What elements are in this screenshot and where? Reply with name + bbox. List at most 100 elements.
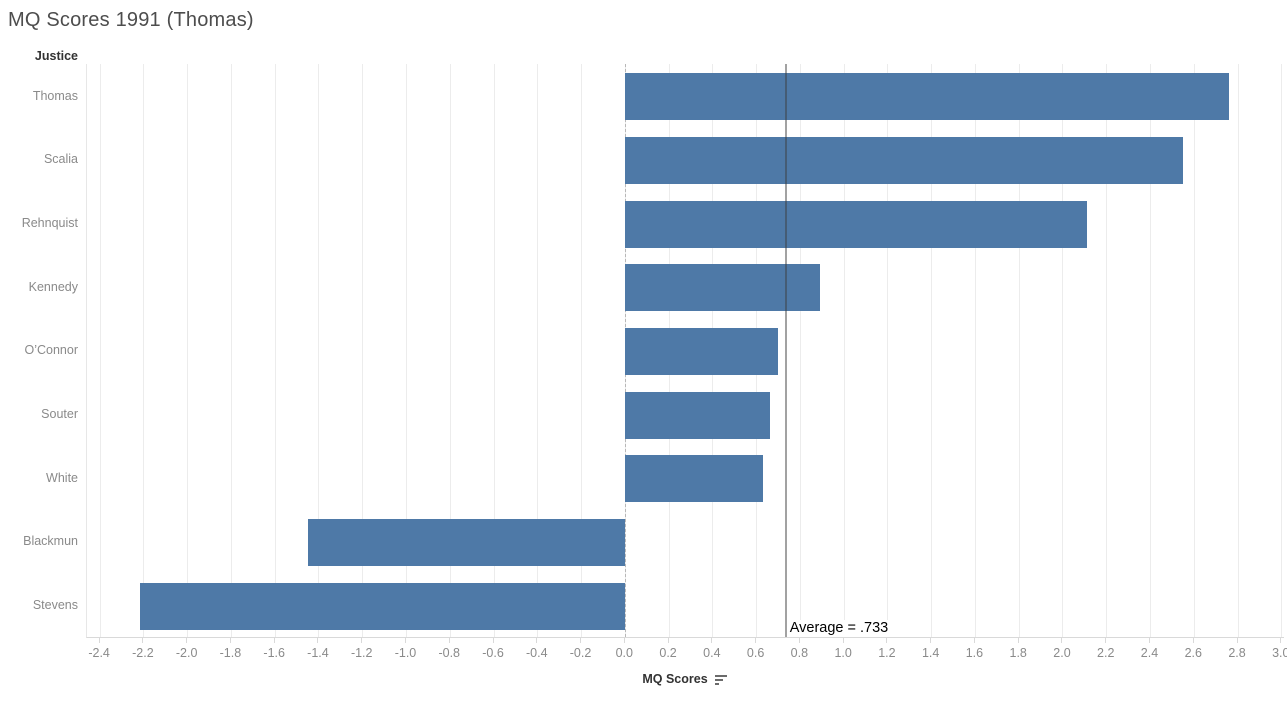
row-label-kennedy[interactable]: Kennedy — [28, 279, 78, 294]
x-tick-label: 1.6 — [965, 646, 984, 660]
x-axis-tick — [361, 638, 363, 643]
x-axis-tick — [580, 638, 582, 643]
gridline — [974, 64, 976, 637]
gridline — [99, 64, 101, 637]
sort-descending-icon[interactable] — [714, 673, 727, 685]
row-label-stevens[interactable]: Stevens — [32, 598, 78, 613]
row-label-rehnquist[interactable]: Rehnquist — [21, 216, 78, 231]
gridline — [887, 64, 889, 637]
bar-o-connor[interactable] — [625, 328, 779, 375]
gridline — [362, 64, 364, 637]
row-label-blackmun[interactable]: Blackmun — [23, 534, 78, 549]
gridline — [931, 64, 933, 637]
x-tick-label: 2.4 — [1140, 646, 1159, 660]
average-annotation: Average = .733 — [787, 620, 891, 637]
x-tick-label: 1.0 — [834, 646, 852, 660]
gridline — [318, 64, 320, 637]
row-label-thomas[interactable]: Thomas — [32, 88, 78, 103]
x-tick-label: 0.0 — [615, 646, 633, 660]
x-axis-tick — [142, 638, 144, 643]
x-axis-tick — [1280, 638, 1282, 643]
x-axis-tick — [1105, 638, 1107, 643]
gridline — [274, 64, 276, 637]
x-axis-tick — [317, 638, 319, 643]
x-axis-tick — [273, 638, 275, 643]
x-axis-tick — [798, 638, 800, 643]
x-tick-label: -0.2 — [569, 646, 592, 660]
x-axis-tick — [536, 638, 538, 643]
row-label-scalia[interactable]: Scalia — [43, 152, 78, 167]
gridline — [1018, 64, 1020, 637]
gridline — [143, 64, 145, 637]
gridline — [799, 64, 801, 637]
x-tick-label: 0.6 — [746, 646, 765, 660]
x-axis-tick — [229, 638, 231, 643]
row-header-justice: Justice — [34, 49, 78, 63]
gridline — [1281, 64, 1283, 637]
gridline — [1150, 64, 1151, 637]
average-reference-line — [784, 64, 787, 637]
x-axis-tick — [711, 638, 713, 643]
x-axis-tick — [886, 638, 888, 643]
x-axis-tick — [667, 638, 669, 643]
bar-stevens[interactable] — [139, 582, 626, 630]
bar-rehnquist[interactable] — [625, 200, 1088, 248]
gridline — [1106, 64, 1108, 637]
x-axis-tick — [404, 638, 406, 643]
x-tick-label: 1.4 — [921, 646, 940, 660]
x-axis-tick — [623, 638, 625, 643]
x-tick-label: 2.2 — [1097, 646, 1115, 660]
x-tick-label: 2.8 — [1228, 646, 1246, 660]
x-tick-label: -0.4 — [526, 646, 548, 660]
bar-white[interactable] — [625, 455, 764, 503]
row-label-souter[interactable]: Souter — [41, 407, 78, 422]
gridline — [581, 64, 583, 637]
x-tick-label: 1.8 — [1009, 646, 1027, 660]
x-axis-tick — [973, 638, 975, 643]
x-axis-title[interactable]: MQ Scores — [642, 672, 708, 686]
bar-blackmun[interactable] — [308, 519, 626, 566]
gridline — [1062, 64, 1064, 637]
plot-area — [86, 64, 1284, 638]
bar-kennedy[interactable] — [625, 264, 821, 312]
x-axis-tick — [492, 638, 494, 643]
x-axis-tick — [1061, 638, 1063, 643]
gridline — [1193, 64, 1195, 637]
x-tick-label: -1.2 — [350, 646, 373, 660]
x-tick-label: -1.0 — [394, 646, 417, 660]
x-axis-tick — [186, 638, 188, 643]
chart-title: MQ Scores 1991 (Thomas) — [8, 9, 254, 31]
x-tick-label: -1.4 — [307, 646, 329, 660]
x-tick-label: -0.8 — [438, 646, 461, 660]
gridline — [537, 64, 539, 637]
x-tick-label: 2.6 — [1184, 646, 1202, 660]
x-axis-tick — [755, 638, 757, 643]
x-axis-tick — [1192, 638, 1194, 643]
x-tick-label: 0.4 — [703, 646, 721, 660]
x-axis-tick — [1149, 638, 1150, 643]
x-axis-tick — [930, 638, 932, 643]
x-tick-label: 2.0 — [1053, 646, 1071, 660]
row-label-o-connor[interactable]: O’Connor — [24, 343, 79, 358]
x-axis-title-group[interactable]: MQ Scores — [86, 672, 1283, 686]
gridline — [187, 64, 189, 637]
x-axis-tick — [98, 638, 100, 643]
gridline — [230, 64, 232, 637]
x-tick-label: -2.0 — [175, 646, 198, 660]
x-tick-label: -2.2 — [132, 646, 154, 660]
gridline — [449, 64, 451, 637]
gridline — [493, 64, 495, 637]
x-axis-tick — [448, 638, 450, 643]
x-tick-label: -0.6 — [482, 646, 504, 660]
row-label-white[interactable]: White — [46, 470, 78, 485]
bar-scalia[interactable] — [625, 137, 1184, 184]
x-tick-label: 0.2 — [659, 646, 677, 660]
bar-souter[interactable] — [625, 391, 770, 439]
gridline — [1237, 64, 1239, 637]
gridline — [843, 64, 845, 637]
bar-thomas[interactable] — [625, 73, 1230, 121]
x-axis-tick — [842, 638, 844, 643]
gridline — [405, 64, 407, 637]
x-axis-tick — [1017, 638, 1019, 643]
